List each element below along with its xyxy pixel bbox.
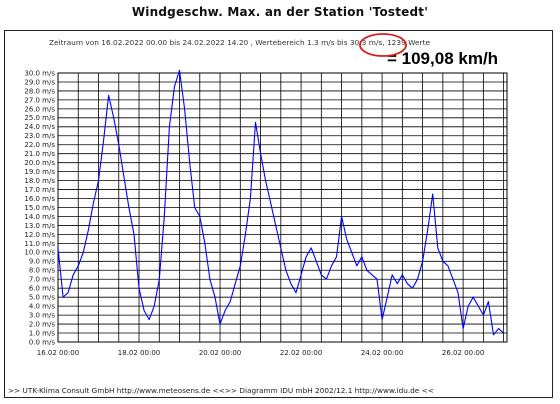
y-tick-label: 26.0 m/s: [24, 105, 55, 113]
y-tick-label: 7.0 m/s: [29, 276, 56, 284]
y-tick-label: 14.0 m/s: [24, 213, 55, 221]
y-axis-ticks: 0.0 m/s1.0 m/s2.0 m/s3.0 m/s4.0 m/s5.0 m…: [24, 69, 55, 346]
kmh-annotation: = 109,08 km/h: [387, 49, 499, 68]
footer-credits: >> UTK-Klima Consult GmbH http://www.met…: [8, 386, 434, 395]
grid: [57, 72, 508, 343]
y-tick-label: 22.0 m/s: [24, 141, 55, 149]
x-tick-label: 18.02 00:00: [118, 349, 160, 357]
y-tick-label: 3.0 m/s: [29, 312, 56, 320]
x-tick-label: 16.02 00:00: [37, 349, 79, 357]
x-tick-label: 26.02 00:00: [442, 349, 484, 357]
series-layer: [57, 69, 504, 336]
y-tick-label: 19.0 m/s: [24, 168, 55, 176]
x-axis-ticks: 16.02 00:00 18.02 00:00 20.02 00:00 22.02 0…: [37, 349, 485, 357]
y-tick-label: 4.0 m/s: [29, 303, 56, 311]
y-tick-label: 20.0 m/s: [24, 159, 55, 167]
y-tick-label: 24.0 m/s: [24, 123, 55, 131]
y-tick-label: 16.0 m/s: [24, 195, 55, 203]
y-tick-label: 25.0 m/s: [24, 114, 55, 122]
series-line-0: [57, 69, 504, 336]
y-tick-label: 23.0 m/s: [24, 132, 55, 140]
plot-border: [57, 72, 508, 343]
y-tick-label: 21.0 m/s: [24, 150, 55, 158]
y-tick-label: 6.0 m/s: [29, 285, 56, 293]
max-value-highlight: [359, 33, 407, 57]
y-tick-label: 17.0 m/s: [24, 186, 55, 194]
y-tick-label: 1.0 m/s: [29, 329, 56, 337]
period-info: Zeitraum von 16.02.2022 00.00 bis 24.02.…: [49, 38, 431, 47]
x-tick-label: 22.02 00:00: [280, 349, 322, 357]
y-tick-label: 13.0 m/s: [24, 222, 55, 230]
y-tick-label: 2.0 m/s: [29, 320, 56, 328]
y-tick-label: 8.0 m/s: [29, 267, 56, 275]
y-tick-label: 29.0 m/s: [24, 78, 55, 86]
x-tick-label: 24.02 00:00: [361, 349, 403, 357]
y-tick-label: 0.0 m/s: [29, 338, 56, 346]
y-tick-label: 27.0 m/s: [24, 96, 55, 104]
y-tick-label: 10.0 m/s: [24, 249, 55, 257]
y-tick-label: 30.0 m/s: [24, 69, 55, 77]
y-tick-label: 18.0 m/s: [24, 177, 55, 185]
y-tick-label: 12.0 m/s: [24, 231, 55, 239]
chart-title: Windgeschw. Max. an der Station 'Tostedt…: [131, 5, 429, 19]
y-tick-label: 9.0 m/s: [29, 258, 56, 266]
y-tick-label: 11.0 m/s: [24, 240, 55, 248]
y-tick-label: 15.0 m/s: [24, 204, 55, 212]
y-tick-label: 5.0 m/s: [29, 294, 56, 302]
y-tick-label: 28.0 m/s: [24, 87, 55, 95]
x-tick-label: 20.02 00:00: [199, 349, 241, 357]
